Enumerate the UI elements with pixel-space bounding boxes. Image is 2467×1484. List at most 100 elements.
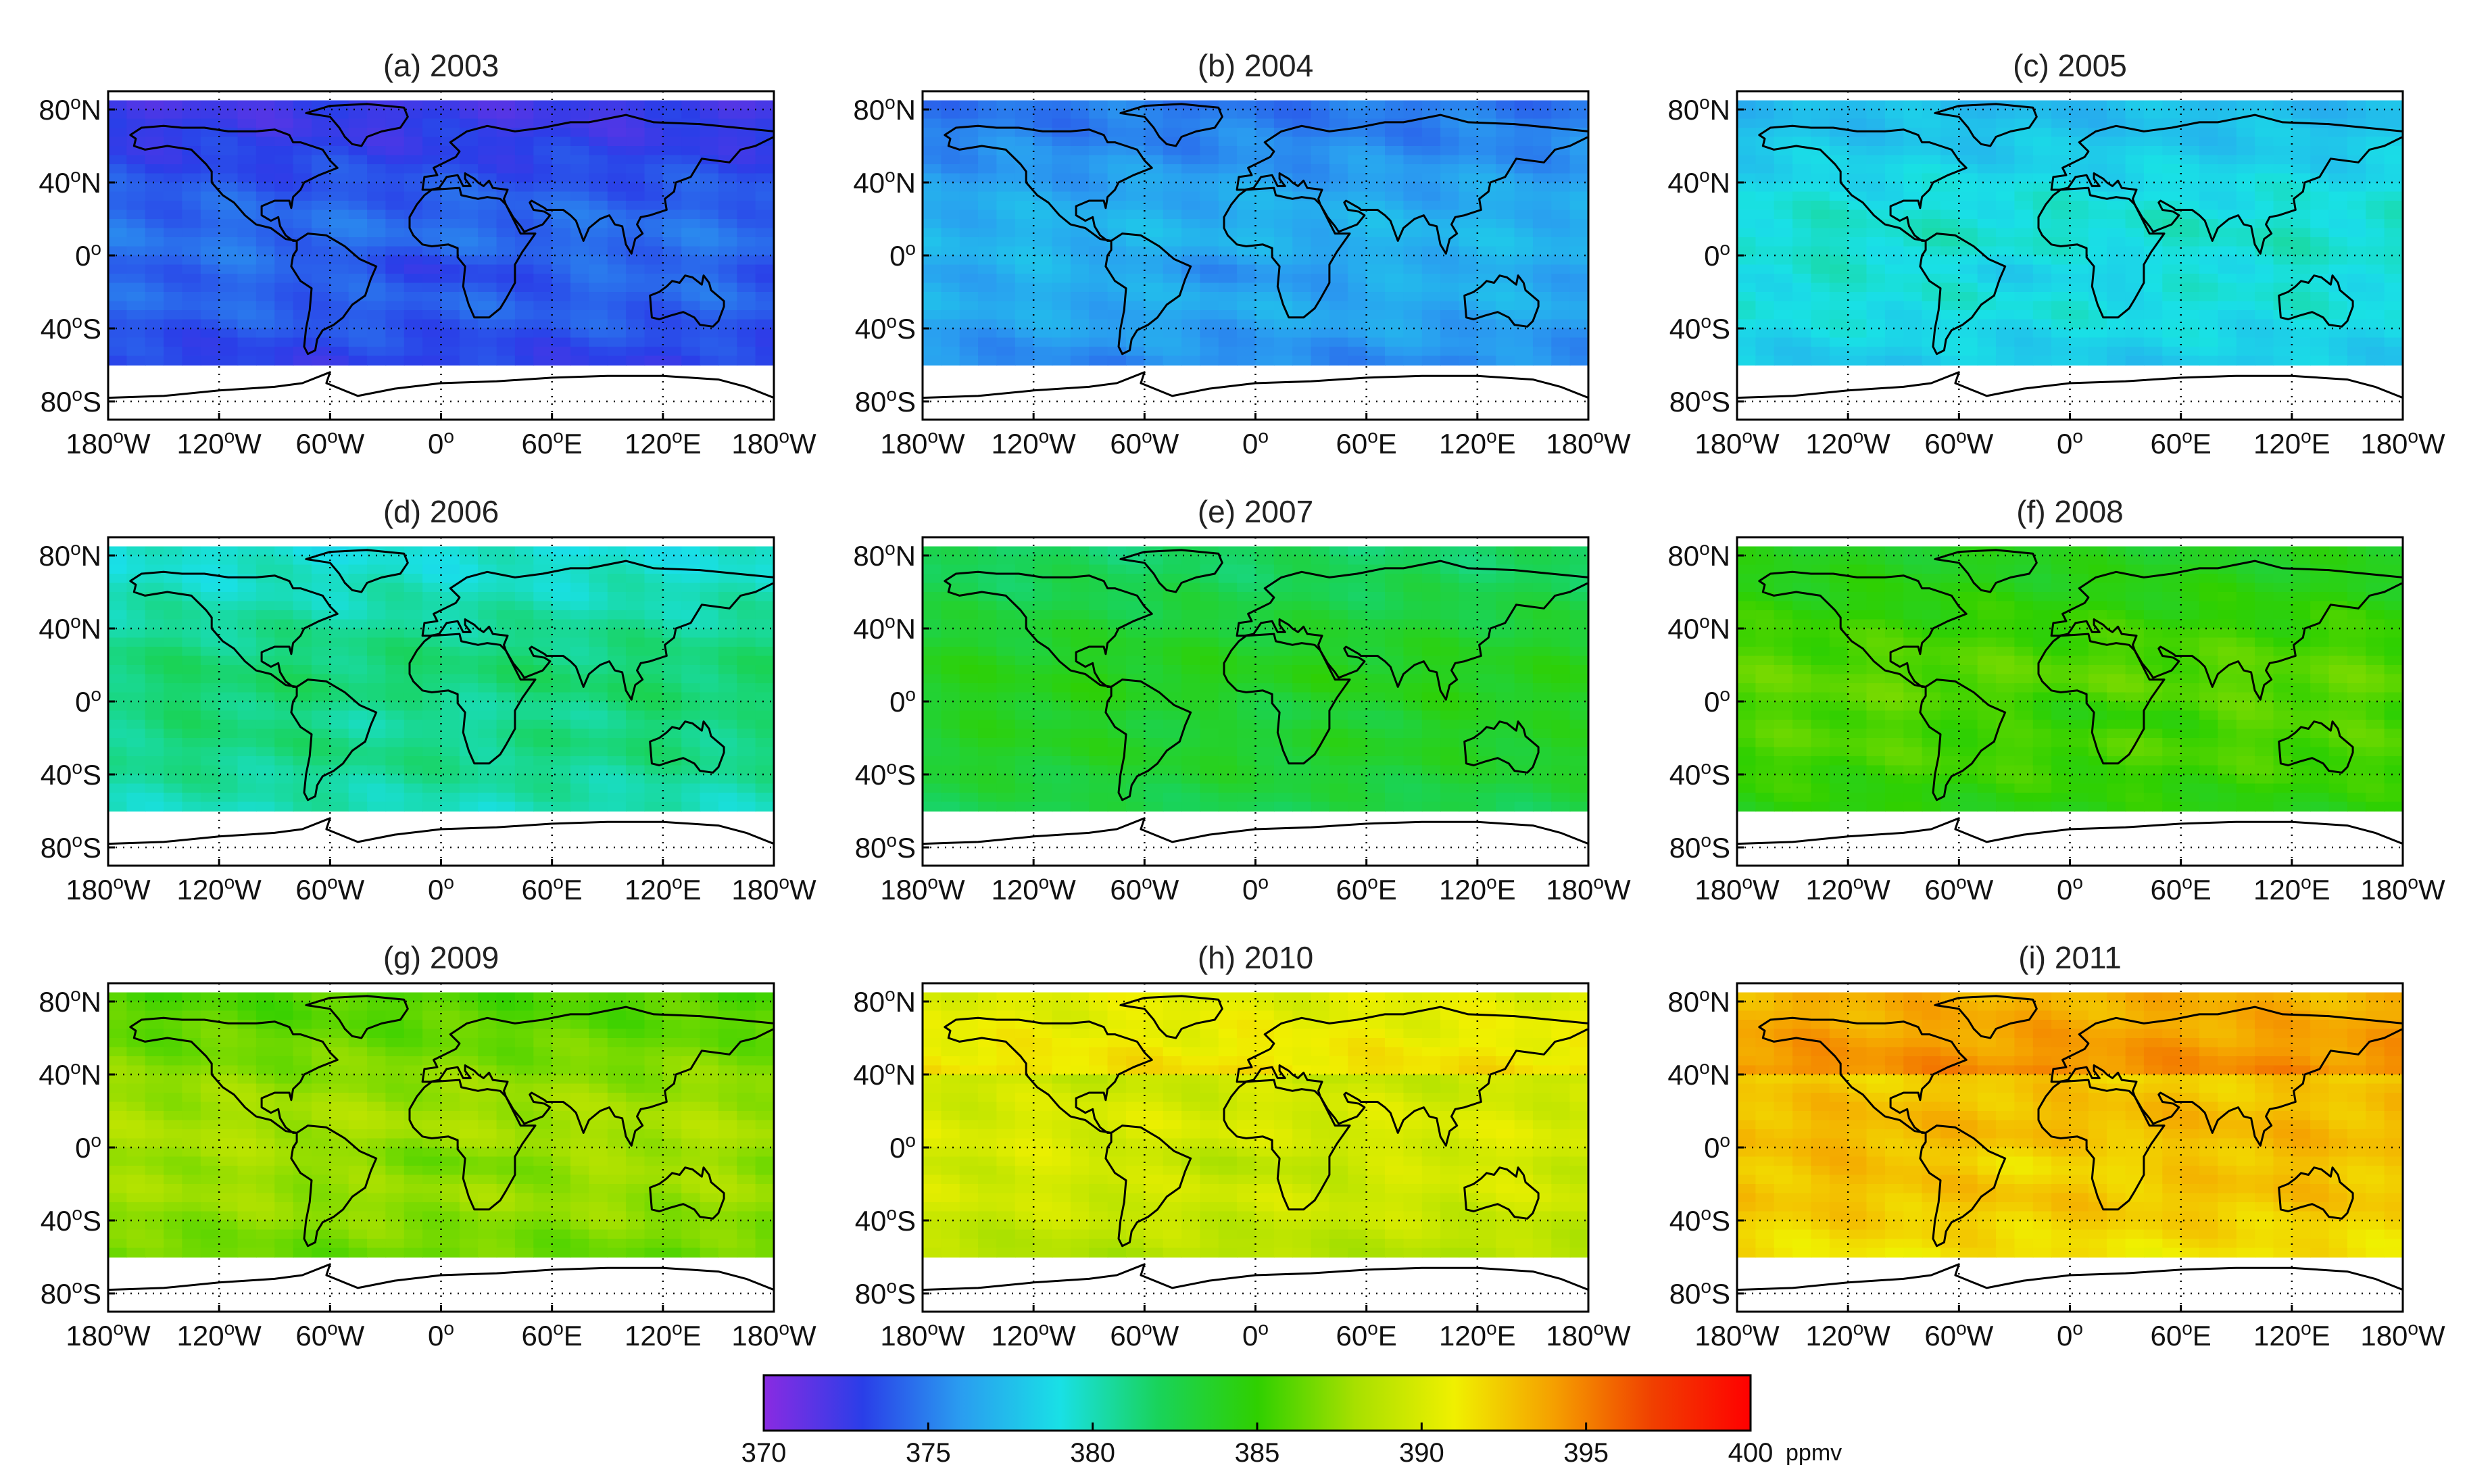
- x-tick-label: 180oW: [66, 872, 151, 906]
- heatmap-cell: [1144, 246, 1164, 256]
- heatmap-cell: [404, 310, 423, 320]
- heatmap-cell: [1959, 337, 1978, 347]
- heatmap-cell: [1829, 118, 1849, 128]
- heatmap-cell: [1755, 337, 1775, 347]
- heatmap-cell: [1237, 555, 1256, 566]
- heatmap-cell: [1774, 274, 1793, 284]
- heatmap-cell: [2162, 164, 2182, 174]
- y-tick-label: 40oN: [39, 611, 101, 645]
- heatmap-cell: [589, 720, 608, 730]
- heatmap-cell: [478, 246, 497, 256]
- heatmap-cell: [1181, 319, 1201, 329]
- heatmap-cell: [126, 756, 146, 766]
- heatmap-cell: [996, 355, 1016, 366]
- heatmap-cell: [589, 209, 608, 220]
- heatmap-cell: [441, 264, 460, 274]
- heatmap-cell: [1273, 118, 1294, 128]
- heatmap-cell: [126, 128, 146, 138]
- heatmap-cell: [2218, 347, 2237, 357]
- heatmap-cell: [1866, 264, 1886, 274]
- heatmap-cell: [1866, 319, 1886, 329]
- heatmap-cell: [607, 255, 627, 266]
- heatmap-cell: [2125, 146, 2145, 156]
- heatmap-cell: [552, 347, 571, 357]
- heatmap-cell: [959, 155, 979, 165]
- heatmap-cell: [514, 155, 535, 165]
- heatmap-cell: [1107, 201, 1127, 211]
- heatmap-cell: [1255, 264, 1275, 274]
- heatmap-cell: [330, 728, 349, 739]
- heatmap-cell: [2347, 209, 2367, 220]
- heatmap-cell: [312, 747, 331, 757]
- heatmap-cell: [2347, 328, 2367, 339]
- heatmap-cell: [923, 583, 942, 593]
- heatmap-cell: [126, 328, 146, 339]
- heatmap-cell: [2162, 355, 2182, 366]
- heatmap-cell: [1218, 619, 1238, 629]
- heatmap-cell: [219, 237, 239, 247]
- heatmap-cell: [2014, 155, 2034, 165]
- heatmap-cell: [607, 756, 627, 766]
- heatmap-cell: [1532, 219, 1553, 229]
- heatmap-cell: [737, 783, 756, 793]
- heatmap-cell: [1070, 601, 1090, 611]
- heatmap-cell: [312, 310, 331, 320]
- heatmap-cell: [570, 583, 590, 593]
- heatmap-cell: [589, 310, 608, 320]
- heatmap-cell: [1440, 355, 1460, 366]
- heatmap-cell: [1107, 665, 1127, 675]
- heatmap-cell: [644, 246, 664, 256]
- x-tick-label: 120oE: [2253, 426, 2330, 460]
- heatmap-cell: [1532, 137, 1553, 147]
- heatmap-cell: [1403, 619, 1423, 629]
- heatmap-cell: [1255, 610, 1275, 620]
- heatmap-cell: [385, 274, 405, 284]
- heatmap-cell: [293, 328, 312, 339]
- heatmap-cell: [514, 801, 535, 812]
- heatmap-cell: [1569, 100, 1588, 110]
- heatmap-cell: [978, 155, 998, 165]
- heatmap-cell: [1311, 164, 1330, 174]
- heatmap-cell: [1292, 592, 1312, 602]
- heatmap-cell: [2273, 146, 2293, 156]
- heatmap-cell: [923, 701, 942, 712]
- heatmap-cell: [959, 228, 979, 238]
- heatmap-cell: [312, 710, 331, 720]
- heatmap-cell: [182, 765, 201, 775]
- heatmap-cell: [681, 774, 701, 785]
- heatmap-cell: [2310, 173, 2330, 183]
- heatmap-cell: [2032, 173, 2052, 183]
- heatmap-cell: [182, 783, 201, 793]
- heatmap-cell: [330, 264, 349, 274]
- heatmap-cell: [1459, 264, 1478, 274]
- heatmap-cell: [941, 292, 960, 302]
- heatmap-cell: [552, 601, 571, 611]
- heatmap-cell: [1459, 182, 1478, 193]
- heatmap-cell: [496, 610, 516, 620]
- heatmap-cell: [1200, 264, 1219, 274]
- heatmap-cell: [1070, 683, 1090, 693]
- heatmap-cell: [755, 674, 774, 684]
- heatmap-cell: [1052, 619, 1071, 629]
- heatmap-cell: [533, 683, 553, 693]
- heatmap-cell: [478, 173, 497, 183]
- heatmap-cell: [1181, 355, 1201, 366]
- heatmap-cell: [1884, 255, 1905, 266]
- heatmap-cell: [1348, 146, 1367, 156]
- heatmap-cell: [552, 164, 571, 174]
- heatmap-cell: [1144, 637, 1164, 647]
- coastline-africa: [408, 187, 537, 319]
- heatmap-cell: [1052, 692, 1071, 702]
- heatmap-cell: [2032, 109, 2052, 120]
- heatmap-cell: [644, 128, 664, 138]
- heatmap-cell: [385, 774, 405, 785]
- heatmap-cell: [1811, 255, 1830, 266]
- heatmap-cell: [959, 701, 979, 712]
- heatmap-cell: [367, 555, 387, 566]
- heatmap-cell: [644, 647, 664, 657]
- heatmap-cell: [422, 701, 442, 712]
- heatmap-cell: [1477, 255, 1496, 266]
- heatmap-cell: [348, 109, 368, 120]
- heatmap-cell: [164, 783, 183, 793]
- heatmap-cell: [348, 793, 368, 803]
